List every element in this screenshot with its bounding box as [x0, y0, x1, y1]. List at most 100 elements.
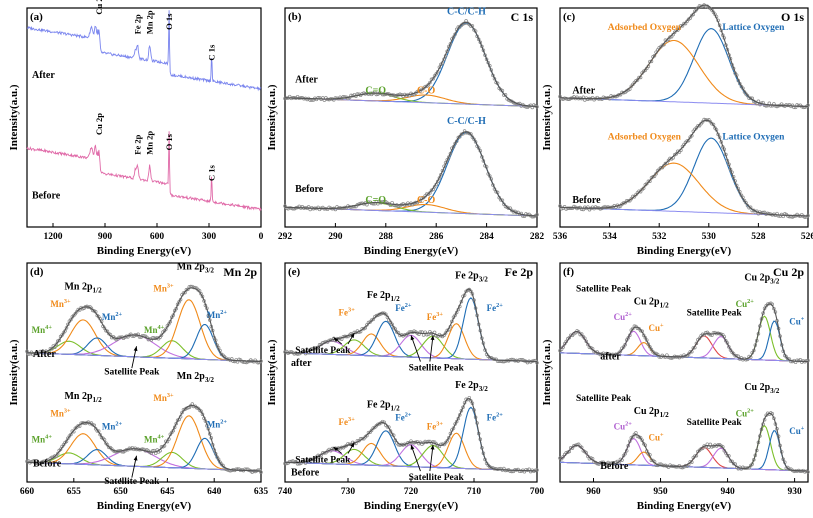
x-tick-label: 536	[553, 232, 568, 242]
data-point	[54, 342, 59, 346]
x-tick-label: 528	[751, 232, 766, 242]
species-label: Fe3+	[339, 307, 356, 318]
species-label: Cu+	[789, 425, 805, 436]
y-axis-label: Intensity(a.u.)	[8, 84, 20, 150]
series-label: After	[32, 70, 55, 81]
data-point	[283, 96, 287, 101]
series-after	[25, 284, 263, 365]
fit-envelope	[560, 119, 808, 217]
data-point	[674, 152, 679, 156]
component-peak	[560, 336, 809, 363]
species-label: Mn4+	[144, 434, 165, 445]
panel-label: (b)	[288, 11, 302, 23]
peak-label: C 1s	[207, 164, 217, 181]
fit-envelope	[560, 4, 808, 108]
data-point	[796, 103, 801, 108]
x-tick-label: 710	[467, 487, 482, 497]
series-before	[558, 411, 810, 474]
data-point	[748, 96, 753, 100]
arrow-head	[430, 335, 435, 341]
data-point	[199, 409, 203, 413]
data-point	[660, 43, 665, 47]
data-point	[668, 35, 672, 39]
component-peak	[560, 320, 808, 363]
component-peak	[285, 432, 538, 472]
data-point	[246, 360, 250, 364]
panel-label: (e)	[288, 266, 301, 278]
species-label: Cu2+	[736, 407, 755, 418]
data-point	[508, 358, 512, 362]
component-label: Adsorbed Oxygen	[608, 23, 682, 33]
arrow-head	[133, 455, 138, 461]
species-label: Cu+	[789, 315, 805, 326]
data-point	[567, 335, 572, 340]
x-axis-label: Binding Energy(eV)	[97, 500, 192, 512]
species-label: Mn3+	[153, 392, 174, 403]
x-tick-label: 0	[259, 232, 264, 242]
panel-title: Mn 2p	[223, 265, 257, 279]
orbital-label: Cu 2p1/2	[634, 406, 669, 419]
data-point	[652, 54, 657, 58]
species-label: Cu2+	[614, 420, 633, 431]
data-point	[461, 405, 465, 410]
annotation-label: Satellite Peak	[295, 455, 351, 465]
data-point	[159, 333, 164, 338]
data-point	[365, 323, 369, 327]
x-tick-label: 940	[720, 487, 735, 497]
data-point	[369, 428, 374, 433]
x-tick-label: 530	[702, 232, 717, 242]
panel-a: 1200 900 600 300 0 Binding Energy(eV) Intensit…	[8, 0, 264, 257]
x-tick-label: 950	[653, 487, 668, 497]
x-tick-label: 534	[602, 232, 617, 242]
arrow-head	[133, 346, 138, 352]
data-point	[731, 461, 736, 466]
data-point	[369, 201, 374, 206]
orbital-label: Cu 2p3/2	[744, 382, 779, 395]
data-point	[672, 30, 677, 35]
plot-frame	[284, 7, 538, 228]
x-axis-label: Binding Energy(eV)	[364, 245, 459, 257]
species-label: Mn4+	[32, 434, 53, 445]
data-point	[652, 351, 657, 355]
arrow-head	[350, 442, 355, 448]
data-point	[532, 358, 536, 363]
data-point	[447, 435, 451, 440]
data-point	[724, 339, 728, 343]
data-point	[533, 468, 538, 472]
component-label: C-O	[417, 195, 436, 206]
series-after	[283, 19, 539, 110]
data-point	[744, 357, 748, 362]
panel-title: C 1s	[511, 10, 534, 24]
data-point	[744, 201, 748, 205]
annotation-label: Satellite Peak	[687, 418, 743, 428]
data-point	[649, 347, 654, 352]
arrow-head	[410, 335, 415, 341]
species-label: Fe2+	[395, 302, 412, 313]
data-point	[700, 120, 705, 124]
series-label: After	[33, 349, 56, 360]
species-label: Mn3+	[153, 282, 174, 293]
series-after	[558, 3, 810, 110]
data-point	[412, 440, 416, 445]
peak-label: C 1s	[207, 44, 217, 61]
panel-b: 292 290 288 286 284 282 Binding Energy(eV) Inte…	[266, 7, 544, 257]
plot-frame	[559, 7, 809, 228]
fit-envelope	[27, 287, 261, 363]
data-point	[57, 338, 61, 343]
series-label: After	[295, 74, 318, 85]
fit-envelope	[27, 404, 261, 472]
data-point	[431, 77, 435, 81]
x-tick-label: 660	[20, 487, 35, 497]
data-point	[384, 312, 388, 317]
panel-title: Fe 2p	[505, 265, 534, 279]
data-point	[719, 332, 723, 336]
survey-line	[26, 10, 262, 92]
background-line	[27, 461, 262, 472]
data-point	[459, 132, 464, 137]
data-point	[680, 24, 685, 28]
data-point	[733, 353, 737, 358]
species-label: Mn3+	[50, 407, 71, 418]
fit-envelope	[285, 21, 538, 108]
peak-label: Cu 2p	[94, 113, 104, 135]
x-tick-label: 645	[160, 487, 175, 497]
